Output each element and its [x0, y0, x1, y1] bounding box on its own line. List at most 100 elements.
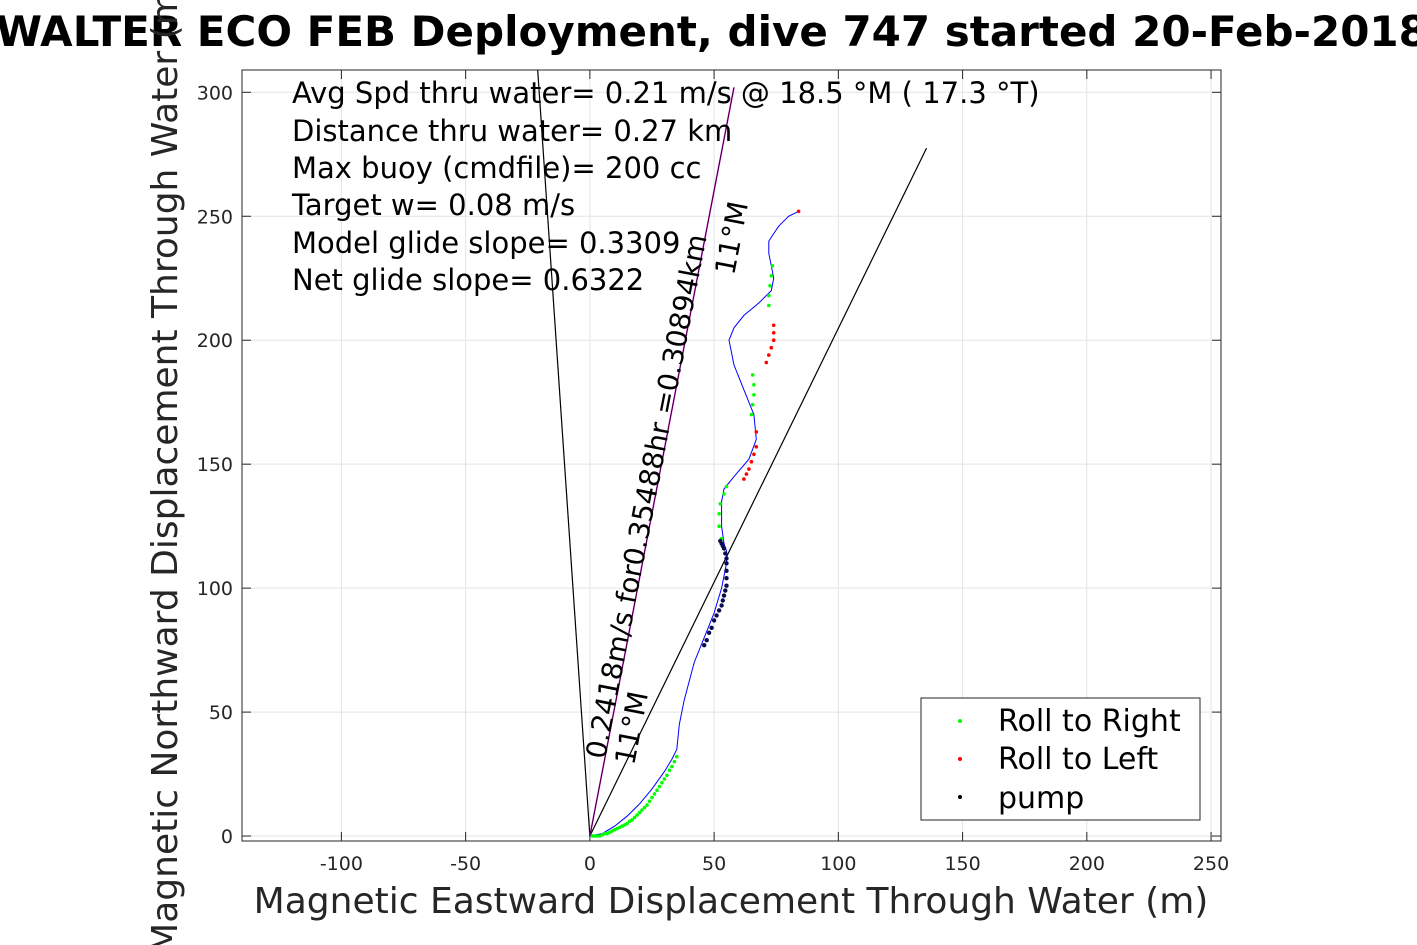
- data-point: [717, 512, 721, 516]
- data-point: [752, 383, 756, 387]
- data-point: [704, 638, 709, 643]
- data-point: [719, 603, 724, 608]
- plot-frame: [241, 69, 1222, 842]
- data-point: [714, 613, 719, 618]
- data-point: [747, 467, 751, 471]
- data-point: [722, 492, 726, 496]
- lines-layer: [537, 69, 928, 837]
- data-point: [724, 556, 729, 561]
- ticks: -100 -50 0 50 100 150 200 250 0 50 100 150 200 250 300: [197, 70, 1229, 875]
- legend-box: [920, 697, 1201, 821]
- x-tick-label: -50: [450, 853, 481, 875]
- data-point: [650, 795, 654, 800]
- data-point: [769, 274, 774, 278]
- legend-marker-roll-right: [958, 719, 962, 723]
- data-point: [771, 331, 776, 335]
- data-point: [724, 576, 729, 581]
- y-tick-label: 50: [209, 702, 233, 724]
- y-tick-label: 300: [197, 82, 233, 104]
- data-point: [720, 598, 725, 603]
- x-tick-label: 50: [702, 853, 726, 875]
- info-line-avg-speed: Avg Spd thru water= 0.21 m/s @ 18.5 °M (…: [292, 76, 1040, 110]
- legend-marker-roll-left: [958, 757, 962, 761]
- x-tick-label: 0: [584, 853, 596, 875]
- data-point: [768, 283, 772, 288]
- data-point: [749, 459, 754, 464]
- legend-label-pump: pump: [998, 781, 1084, 816]
- data-point: [660, 780, 664, 785]
- y-tick-label: 0: [221, 826, 233, 848]
- data-point: [752, 452, 756, 457]
- legend: Roll to Right Roll to Left pump: [920, 697, 1201, 821]
- data-point: [603, 831, 607, 836]
- x-tick-label: -100: [320, 853, 363, 875]
- data-point: [723, 551, 728, 556]
- data-point: [724, 583, 729, 588]
- data-point: [647, 799, 652, 804]
- chart-title: MOVE TO WALTER ECO FEB Deployment, dive …: [0, 7, 1417, 56]
- y-tick-label: 200: [197, 330, 233, 352]
- data-point: [625, 821, 629, 826]
- data-point: [754, 430, 759, 434]
- info-line-model-glide: Model glide slope= 0.3309: [292, 226, 680, 260]
- data-point: [655, 788, 659, 792]
- data-point: [749, 412, 754, 417]
- info-text-block: Avg Spd thru water= 0.21 m/s @ 18.5 °M (…: [291, 76, 1040, 297]
- data-point: [706, 630, 712, 635]
- data-point: [750, 373, 755, 377]
- legend-marker-pump: [958, 795, 962, 799]
- data-point: [593, 834, 597, 838]
- data-point: [670, 764, 674, 769]
- data-point: [642, 805, 647, 810]
- info-line-distance: Distance thru water= 0.27 km: [292, 114, 732, 148]
- data-point: [723, 588, 728, 593]
- data-point: [672, 759, 677, 764]
- data-point: [724, 561, 729, 566]
- data-point: [771, 338, 776, 343]
- data-point: [635, 813, 639, 817]
- current-line-overlay: [589, 87, 735, 837]
- data-point: [645, 803, 649, 807]
- data-point: [709, 625, 714, 630]
- data-point: [796, 209, 801, 214]
- legend-label-roll-left: Roll to Left: [998, 742, 1158, 777]
- data-point: [652, 792, 657, 796]
- data-point: [718, 538, 723, 544]
- data-point: [640, 808, 644, 812]
- data-point: [595, 834, 600, 838]
- info-line-max-buoy: Max buoy (cmdfile)= 200 cc: [292, 151, 701, 185]
- data-point: [744, 472, 749, 476]
- data-point: [754, 445, 759, 449]
- data-point: [662, 777, 667, 781]
- data-point: [750, 402, 755, 407]
- points-layer: [590, 209, 801, 838]
- data-point: [711, 618, 717, 623]
- y-tick-label: 100: [197, 578, 233, 600]
- data-point: [767, 353, 771, 357]
- data-point: [771, 323, 776, 328]
- data-point: [717, 524, 721, 528]
- data-point: [716, 608, 722, 613]
- data-point: [767, 293, 771, 298]
- data-point: [718, 502, 723, 506]
- y-tick-label: 150: [197, 454, 233, 476]
- data-point: [665, 773, 669, 778]
- data-point: [721, 593, 727, 598]
- heading-line: [589, 147, 928, 837]
- data-point: [630, 818, 634, 822]
- data-point: [764, 360, 769, 365]
- x-tick-label: 250: [1193, 853, 1229, 875]
- data-point: [657, 784, 662, 789]
- x-axis-label: Magnetic Eastward Displacement Through W…: [254, 881, 1209, 922]
- data-point: [724, 568, 729, 573]
- data-point: [752, 393, 756, 397]
- info-line-net-glide: Net glide slope= 0.6322: [292, 263, 644, 297]
- y-tick-label: 250: [197, 206, 233, 228]
- data-point: [637, 810, 642, 815]
- glider-track: [589, 210, 799, 837]
- black-reference-line: [537, 69, 591, 837]
- data-point: [769, 345, 774, 350]
- data-point: [724, 484, 729, 489]
- x-tick-label: 200: [1069, 853, 1105, 875]
